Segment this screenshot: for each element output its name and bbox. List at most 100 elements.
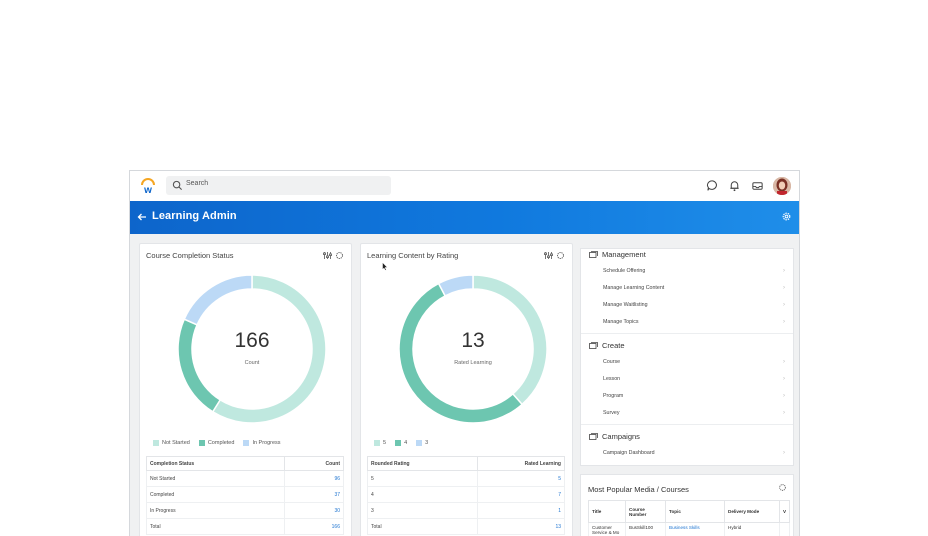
section-create: Create: [589, 341, 625, 350]
count-link[interactable]: 37: [284, 486, 344, 503]
column-header: Topic: [665, 500, 725, 523]
count-link[interactable]: 1: [477, 502, 565, 519]
count-link[interactable]: 7: [477, 486, 565, 503]
column-header: Course Number: [625, 500, 666, 523]
legend-item[interactable]: Completed: [198, 440, 234, 446]
column-header: Completion Status: [146, 456, 285, 471]
completion-donut: 166 Count: [176, 273, 328, 425]
menu-item-campaign-dashboard[interactable]: Campaign Dashboard ›: [603, 450, 785, 456]
page-header: Learning Admin: [130, 201, 799, 234]
back-arrow-icon[interactable]: [137, 212, 147, 222]
chevron-right-icon: ›: [783, 268, 785, 274]
donut-chart: [398, 274, 548, 424]
legend-item[interactable]: In Progress: [243, 440, 281, 446]
table-row: Not Started 96: [146, 470, 344, 487]
legend-item[interactable]: Not Started: [153, 440, 190, 446]
rating-donut: 13 Rated Learning: [397, 273, 549, 425]
search-input[interactable]: Search: [166, 176, 391, 195]
menu-item-manage-waitlisting[interactable]: Manage Waitlisting ›: [603, 302, 785, 308]
table-row: In Progress 30: [146, 502, 344, 519]
top-bar: w Search: [130, 171, 799, 201]
avatar-portrait-icon: [773, 177, 791, 195]
column-header: Rated Learning: [477, 456, 565, 471]
menu-item-manage-topics[interactable]: Manage Topics ›: [603, 319, 785, 325]
chevron-right-icon: ›: [783, 359, 785, 365]
course-title-link[interactable]: Customer Service & Mo: [588, 522, 626, 536]
section-campaigns: Campaigns: [589, 432, 640, 441]
gear-icon[interactable]: [781, 211, 792, 222]
donut-label: Rated Learning: [454, 360, 492, 366]
menu-item-survey[interactable]: Survey ›: [603, 410, 785, 416]
legend-item[interactable]: 3: [416, 440, 428, 446]
workday-logo-icon[interactable]: w: [140, 178, 156, 194]
divider: [581, 333, 793, 334]
divider: [581, 424, 793, 425]
count-link[interactable]: 30: [284, 502, 344, 519]
table-row: Total 166: [146, 518, 344, 535]
avatar[interactable]: [773, 177, 791, 195]
folder-stack-icon: [589, 251, 598, 258]
menu-item-schedule-offering[interactable]: Schedule Offering ›: [603, 268, 785, 274]
app-window: w Search: [129, 170, 800, 536]
chevron-right-icon: ›: [783, 319, 785, 325]
most-popular-card: Most Popular Media / Courses Title Cours…: [580, 474, 794, 536]
table-row: Customer Service & Mo BusSkill100 Busine…: [588, 522, 791, 536]
chart-legend: Not Started Completed In Progress: [153, 440, 281, 446]
popular-table: Title Course Number Topic Delivery Mode …: [588, 500, 791, 536]
table-row: Completed 37: [146, 486, 344, 503]
menu-item-manage-learning-content[interactable]: Manage Learning Content ›: [603, 285, 785, 291]
chart-legend: 5 4 3: [374, 440, 428, 446]
count-link[interactable]: 166: [284, 518, 344, 535]
gear-icon[interactable]: [778, 483, 787, 492]
menu-item-lesson[interactable]: Lesson ›: [603, 376, 785, 382]
search-placeholder: Search: [186, 180, 209, 187]
column-header: V: [778, 500, 791, 523]
chat-icon[interactable]: [706, 179, 719, 192]
donut-slice-in-progress[interactable]: [183, 274, 253, 326]
donut-total: 166: [234, 329, 270, 352]
page-title: Learning Admin: [152, 210, 237, 222]
card-title: Most Popular Media / Courses: [588, 485, 689, 494]
settings-icon: [557, 252, 564, 259]
actions-menu-card: Management Schedule Offering › Manage Lea…: [580, 248, 794, 466]
rating-card: Learning Content by Rating 13 Rated Lear…: [360, 243, 573, 536]
card-title: Learning Content by Rating: [367, 251, 459, 260]
menu-item-course[interactable]: Course ›: [603, 359, 785, 365]
filter-settings-icons[interactable]: [544, 251, 566, 260]
donut-total: 13: [461, 329, 485, 352]
chevron-right-icon: ›: [783, 376, 785, 382]
donut-label: Count: [244, 360, 260, 366]
section-management: Management: [589, 250, 646, 259]
course-completion-card: Course Completion Status 166 Count Not S…: [139, 243, 352, 536]
filter-settings-icons[interactable]: [323, 251, 345, 260]
search-icon: [172, 180, 183, 191]
folder-stack-icon: [589, 433, 598, 440]
count-link[interactable]: 5: [477, 470, 565, 487]
column-header: Rounded Rating: [367, 456, 478, 471]
count-link[interactable]: 96: [284, 470, 344, 487]
donut-slice-3[interactable]: [437, 274, 474, 297]
mouse-cursor-icon: [382, 262, 388, 271]
svg-text:w: w: [143, 185, 152, 194]
table-row: Total 13: [367, 518, 565, 535]
count-link[interactable]: 13: [477, 518, 565, 535]
column-header: Delivery Mode: [724, 500, 780, 523]
menu-item-program[interactable]: Program ›: [603, 393, 785, 399]
topic-link[interactable]: Business Skills: [665, 522, 725, 536]
legend-item[interactable]: 5: [374, 440, 386, 446]
chevron-right-icon: ›: [783, 393, 785, 399]
chevron-right-icon: ›: [783, 410, 785, 416]
settings-icon: [336, 252, 343, 259]
folder-stack-icon: [589, 342, 598, 349]
card-title: Course Completion Status: [146, 251, 234, 260]
chevron-right-icon: ›: [783, 285, 785, 291]
filter-icon: [323, 252, 332, 259]
bell-icon[interactable]: [728, 179, 741, 192]
chevron-right-icon: ›: [783, 450, 785, 456]
legend-item[interactable]: 4: [395, 440, 407, 446]
inbox-icon[interactable]: [751, 179, 764, 192]
